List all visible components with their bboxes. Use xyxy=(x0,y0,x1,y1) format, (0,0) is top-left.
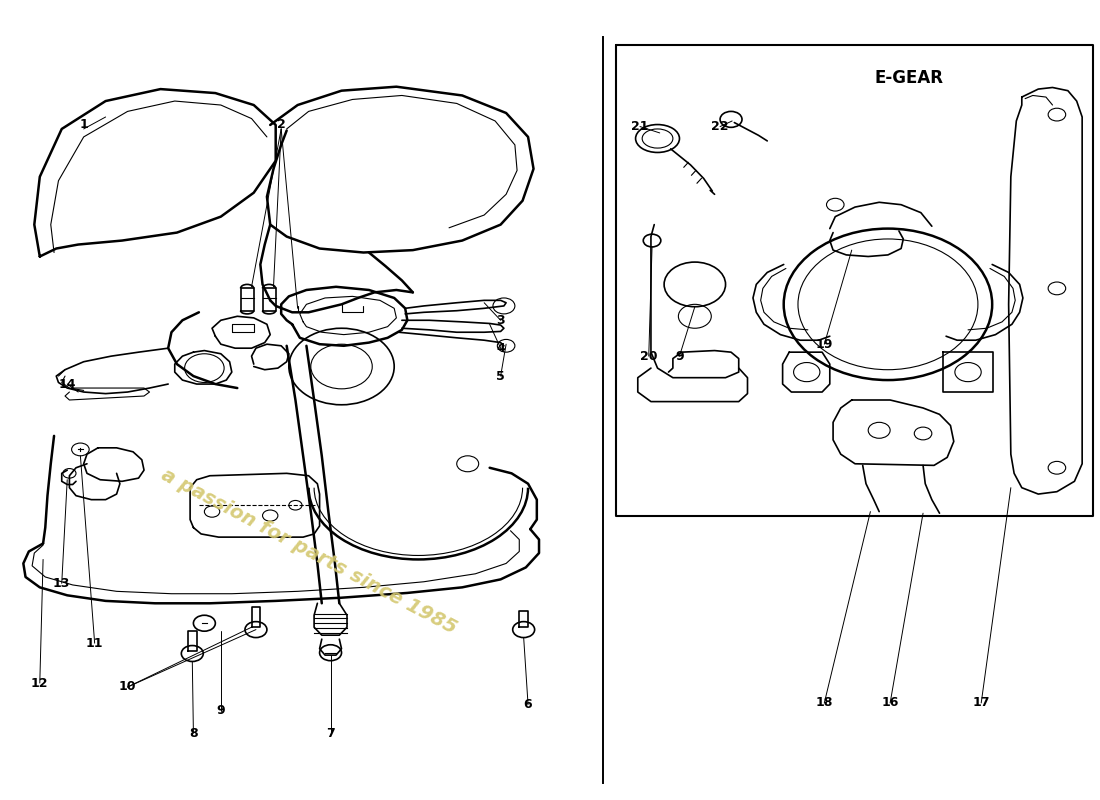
Text: 6: 6 xyxy=(524,698,532,711)
Text: E-GEAR: E-GEAR xyxy=(874,69,944,87)
Text: 2: 2 xyxy=(277,118,286,131)
Text: 22: 22 xyxy=(712,120,729,133)
Text: 5: 5 xyxy=(496,370,505,382)
Text: 11: 11 xyxy=(86,637,103,650)
Text: 20: 20 xyxy=(640,350,658,362)
Text: 19: 19 xyxy=(815,338,833,350)
Text: 16: 16 xyxy=(881,697,899,710)
Text: 18: 18 xyxy=(815,697,833,710)
Text: 17: 17 xyxy=(972,697,990,710)
Text: 9: 9 xyxy=(675,350,684,362)
Text: 14: 14 xyxy=(58,378,76,390)
Text: 4: 4 xyxy=(496,342,505,354)
Text: 13: 13 xyxy=(53,577,70,590)
Text: 1: 1 xyxy=(79,118,88,131)
Text: 3: 3 xyxy=(496,314,505,326)
Text: 8: 8 xyxy=(189,726,198,740)
Text: 9: 9 xyxy=(217,705,226,718)
Text: a passion for parts since 1985: a passion for parts since 1985 xyxy=(157,466,460,638)
Text: 12: 12 xyxy=(31,677,48,690)
Text: 7: 7 xyxy=(327,726,334,740)
Text: 10: 10 xyxy=(119,681,136,694)
Text: 21: 21 xyxy=(631,120,649,133)
